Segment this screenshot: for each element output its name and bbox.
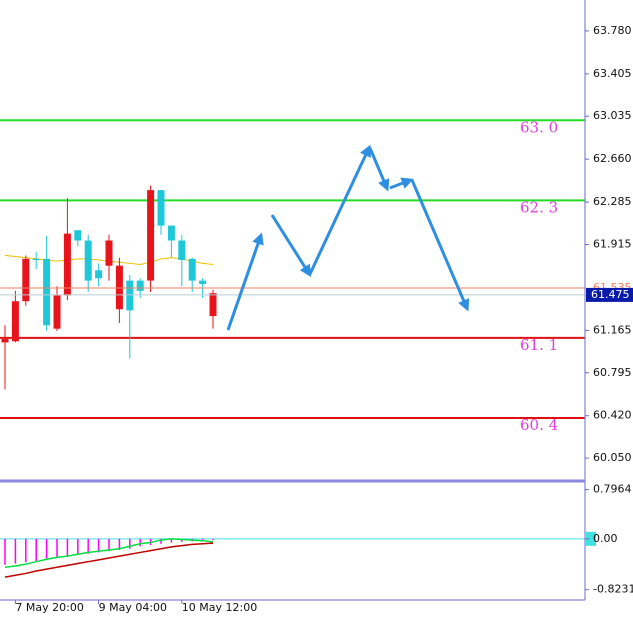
arrow — [410, 179, 470, 312]
y-tick-label: 0.00 — [593, 532, 618, 545]
x-tick-label: 9 May 04:00 — [99, 601, 167, 614]
x-tick-label: 7 May 20:00 — [15, 601, 83, 614]
y-tick-label: 60.420 — [593, 409, 632, 422]
y-tick-label: 60.050 — [593, 451, 632, 464]
candle-body — [126, 280, 134, 311]
candle-body — [84, 240, 92, 281]
candle-body — [199, 280, 207, 285]
y-tick-label: -0.8231 — [593, 583, 633, 596]
candle-body — [43, 258, 51, 326]
candle-body — [95, 270, 103, 279]
y-tick-label: 63.035 — [593, 109, 632, 122]
candle-body — [167, 225, 175, 241]
level-label: 61. 1 — [520, 336, 558, 354]
y-tick-label: 60.795 — [593, 366, 632, 379]
candle-body — [157, 190, 165, 226]
arrow — [389, 177, 414, 190]
level-label: 63. 0 — [520, 118, 558, 136]
bid-label-box — [586, 287, 633, 302]
y-tick-label: 63.405 — [593, 67, 632, 80]
level-label: 60. 4 — [520, 416, 558, 434]
x-tick-label: 10 May 12:00 — [182, 601, 257, 614]
indicator-line — [4, 538, 214, 569]
y-tick-label: 61.915 — [593, 238, 632, 251]
candle-body — [63, 233, 71, 296]
zero-label-box — [586, 531, 596, 546]
price-panel: 63.780 63.405 63.035 62.660 62.285 61.915 61.1… — [0, 24, 633, 614]
candle-body — [115, 265, 123, 310]
candle-body — [209, 293, 217, 317]
candle-body — [147, 190, 155, 281]
candle-body — [1, 338, 9, 343]
candle-body — [22, 258, 30, 302]
candle-body — [105, 240, 113, 266]
y-tick-label: 61.165 — [593, 323, 632, 336]
macd-panel: 0.7964 0.00 -0.8231 — [0, 483, 633, 596]
candle-body — [188, 258, 196, 281]
candle-body — [178, 240, 186, 260]
y-tick-label: 62.660 — [593, 152, 632, 165]
bid-label: 61.475 — [591, 288, 630, 301]
arrow — [368, 147, 390, 192]
candle-body — [32, 258, 40, 260]
forecast-arrows — [226, 144, 470, 331]
y-tick-label: 63.780 — [593, 24, 632, 37]
candle-body — [11, 301, 19, 342]
arrow — [270, 214, 312, 278]
arrow — [308, 144, 371, 275]
indicator-line — [4, 542, 214, 578]
level-label: 62. 3 — [520, 198, 558, 216]
arrow — [226, 232, 264, 331]
candle-body — [53, 295, 61, 329]
candle-body — [74, 230, 82, 241]
y-tick-label: 62.285 — [593, 195, 632, 208]
candle-body — [136, 280, 144, 291]
y-tick-label: 0.7964 — [593, 483, 632, 496]
